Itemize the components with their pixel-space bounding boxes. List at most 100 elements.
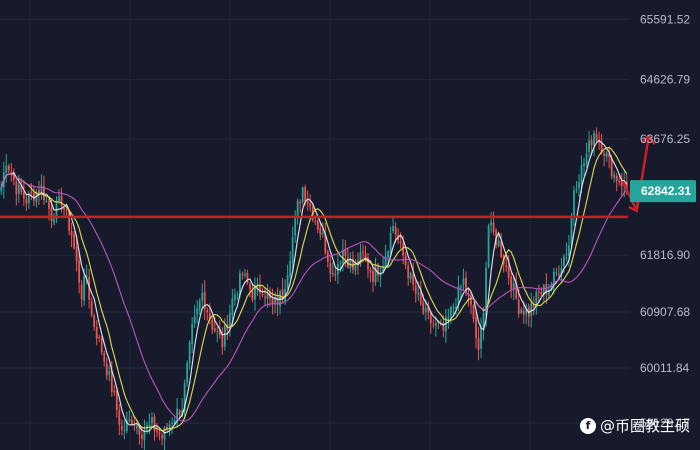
candle-body	[603, 153, 606, 157]
candle-body	[472, 305, 475, 319]
candle	[444, 308, 447, 343]
candle	[130, 415, 133, 426]
candle-body	[598, 141, 601, 143]
candle-body	[339, 262, 342, 264]
candle-body	[437, 321, 440, 324]
candle	[565, 242, 568, 262]
candle	[324, 222, 327, 255]
candle-body	[620, 180, 623, 187]
candle-body	[246, 272, 249, 283]
candle-body	[565, 254, 568, 256]
candle-body	[80, 284, 83, 300]
candle-body	[218, 329, 221, 336]
candle	[110, 361, 113, 397]
candle-body	[98, 336, 101, 338]
candle-body	[120, 426, 123, 430]
candle-body	[261, 293, 264, 296]
candle-body	[151, 417, 153, 423]
candle	[171, 417, 173, 435]
candle	[231, 288, 234, 327]
candle	[352, 251, 354, 274]
candle-body	[63, 207, 65, 210]
candle-body	[560, 267, 563, 275]
candle	[603, 150, 606, 167]
candle-body	[455, 306, 457, 309]
candle-body	[183, 383, 186, 412]
candle	[500, 232, 503, 259]
candle-body	[452, 307, 455, 309]
candle-body	[444, 317, 447, 332]
candle	[259, 274, 261, 300]
candle-body	[552, 271, 555, 283]
candle-body	[15, 181, 18, 195]
candle-body	[341, 250, 344, 264]
candle	[374, 257, 377, 287]
candle-body	[130, 419, 133, 425]
candle-body	[306, 201, 309, 204]
candle-body	[264, 296, 266, 298]
candle-body	[266, 293, 269, 299]
y-tick-label-5: 60011.84	[640, 361, 689, 375]
candle-body	[442, 323, 445, 331]
candle	[161, 432, 163, 446]
candle-body	[331, 272, 334, 274]
candle-body	[123, 429, 126, 431]
candle	[482, 306, 485, 341]
candle-body	[422, 302, 425, 314]
candle	[228, 304, 231, 337]
candle	[206, 307, 209, 321]
candle	[138, 424, 141, 445]
candle-body	[286, 275, 289, 289]
candle-body	[465, 277, 467, 293]
candle	[70, 222, 73, 248]
candle	[133, 415, 136, 432]
candle	[203, 280, 206, 321]
candle	[429, 311, 432, 334]
candle	[555, 267, 558, 277]
candle	[233, 288, 236, 306]
candle	[196, 300, 199, 324]
candle	[15, 178, 18, 206]
candle-body	[432, 324, 435, 326]
candle	[487, 223, 490, 269]
candle	[613, 171, 616, 183]
candle-body	[73, 234, 76, 249]
candle-body	[462, 278, 465, 286]
candle	[620, 173, 623, 196]
candle-body	[412, 274, 415, 285]
candle-body	[605, 152, 608, 157]
candle-body	[600, 141, 603, 153]
candle-body	[203, 291, 206, 310]
candle-body	[618, 180, 621, 183]
candle-body	[211, 319, 214, 330]
candle-body	[414, 286, 417, 294]
candle	[326, 249, 329, 268]
candle	[319, 222, 322, 241]
candle-body	[522, 310, 525, 315]
candle	[10, 162, 13, 182]
candle-body	[608, 153, 611, 157]
candle	[593, 130, 595, 157]
candle-body	[424, 308, 427, 312]
candle	[419, 280, 422, 306]
candle-body	[236, 294, 239, 296]
candle	[249, 281, 251, 298]
candle-body	[610, 157, 613, 177]
candle	[100, 335, 103, 356]
current-price-label: 62842.31	[641, 184, 691, 198]
candle	[475, 311, 477, 349]
candle-body	[563, 256, 565, 267]
candle-body	[171, 422, 173, 424]
candle	[535, 289, 538, 315]
candle-body	[304, 187, 307, 202]
candle-body	[427, 306, 430, 313]
candle	[33, 185, 35, 206]
candle	[153, 413, 156, 441]
candle-body	[249, 284, 251, 290]
candle	[608, 147, 611, 169]
candle	[216, 326, 219, 343]
candle	[178, 408, 181, 419]
candle	[45, 196, 48, 203]
candle	[412, 262, 415, 291]
